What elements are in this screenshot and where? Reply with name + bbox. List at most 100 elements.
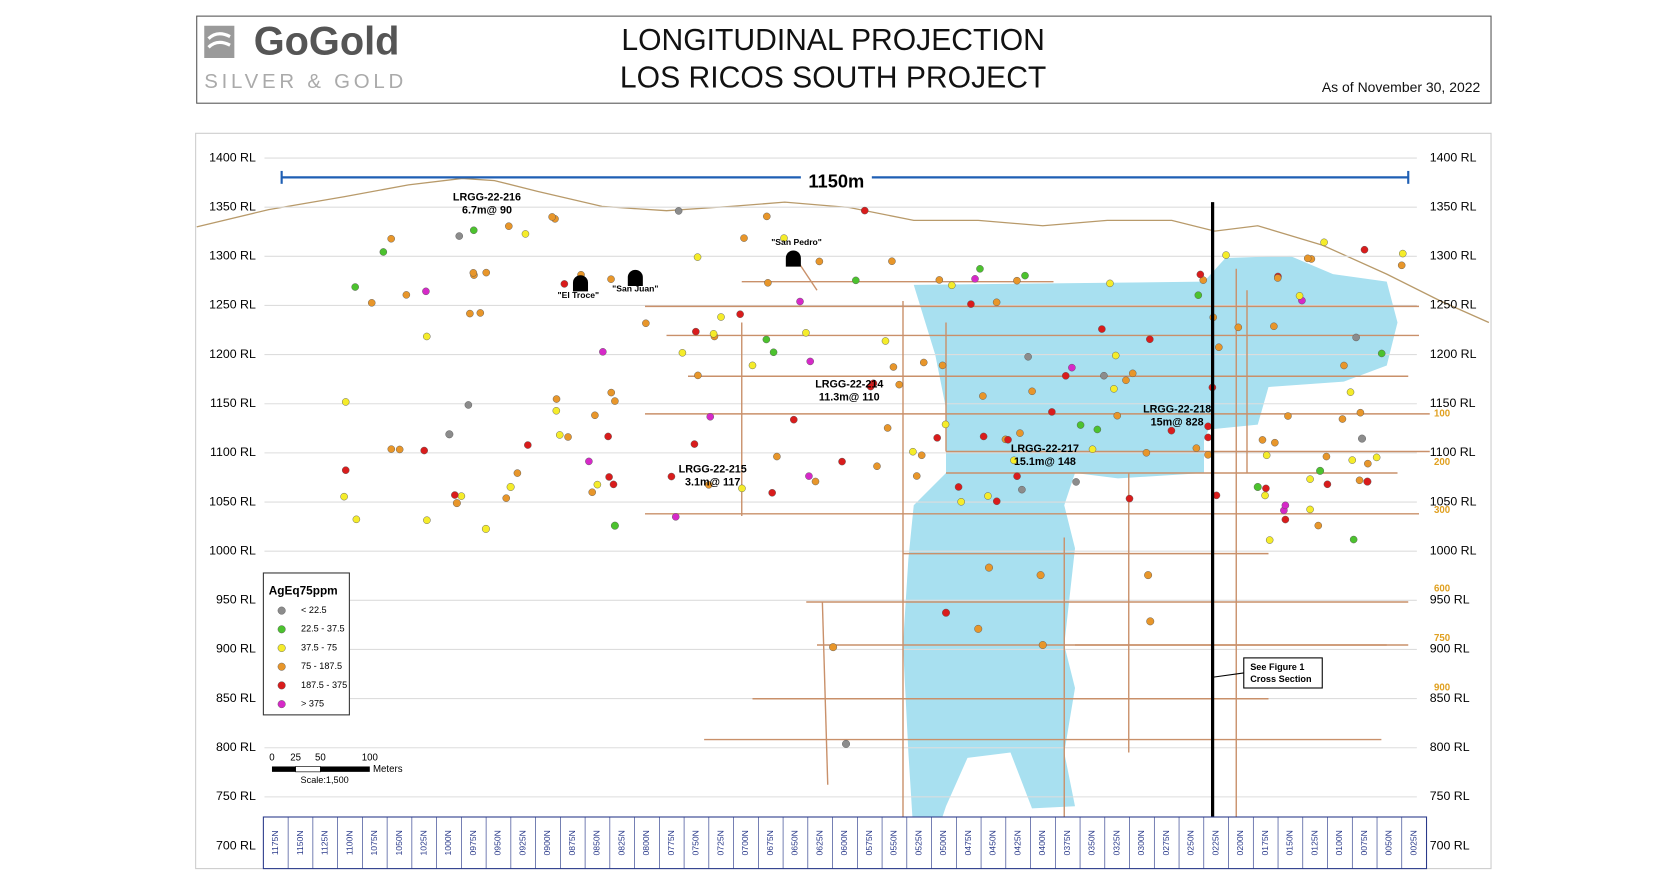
northing-label: 0125N [1309,830,1319,855]
scale-tick-label: 100 [362,752,378,763]
drill-hole [610,521,619,530]
drill-hole [1192,444,1201,452]
northing-label: 0025N [1408,830,1418,855]
drill-hole [979,432,988,441]
drill-hole [912,472,921,480]
drill-hole [341,466,350,474]
drill-hole [829,643,838,652]
drill-hole [1128,369,1137,378]
rl-label-left: 1000 RL [209,543,256,557]
rl-label-right: 1400 RL [1430,150,1477,164]
ore-zone [903,255,1398,839]
drill-hole [451,491,459,499]
drill-hole [842,739,851,748]
drill-hole [1303,254,1312,263]
drill-hole [642,319,650,328]
logo-tagline: SILVER & GOLD [204,71,407,93]
drill-hole [457,492,466,500]
level-marker: 750 [1434,633,1450,644]
drill-hole [1098,325,1106,333]
rl-label-right: 950 RL [1430,593,1470,607]
portal [572,275,589,292]
drill-hole [674,207,683,215]
drill-hole [1295,292,1304,300]
drill-hole [780,234,788,242]
northing-label: 0575N [864,830,874,855]
northing-label: 0500N [938,830,948,855]
drill-hole [838,457,846,466]
drill-hole [1010,456,1018,465]
drill-hole [609,480,618,489]
drill-hole [1072,478,1080,486]
note-line: See Figure 1 [1250,662,1304,672]
drill-hole [1024,353,1032,361]
northing-label: 0200N [1235,830,1245,855]
level-marker: 100 [1434,408,1450,419]
drill-hole [919,358,928,367]
drill-hole [1270,322,1278,331]
drill-hole [1144,571,1153,580]
northing-label: 0075N [1359,830,1369,855]
rl-label-left: 1350 RL [209,199,256,213]
drill-hole [352,515,361,524]
drill-hole [524,441,532,449]
drill-hole [469,226,478,235]
legend-box [262,572,350,716]
drill-hole [762,335,771,344]
northing-label: 0550N [889,830,899,855]
logo-name: GoGold [254,20,400,64]
northing-label: 1000N [443,830,453,855]
northing-label: 0625N [814,830,824,855]
legend: AgEq75ppm < 22.5 22.5 - 37.5 37.5 - 75 75 -… [262,572,350,716]
drill-hole [387,234,395,243]
northing-label: 0875N [567,830,577,855]
drill-hole [852,276,860,285]
drill-hole [423,332,431,341]
hole-result: 15.1m@ 148 [1014,456,1076,468]
drill-hole [811,477,820,486]
drill-hole [367,299,376,307]
drill-hole [1346,388,1355,396]
northing-label: 0650N [790,830,800,855]
drill-hole [690,440,699,448]
scale-bar-black [320,766,370,772]
legend-label: 37.5 - 75 [301,642,337,652]
drill-hole [555,431,564,439]
drill-hole [1262,451,1271,460]
northing-label: 0375N [1062,830,1072,855]
date: As of November 30, 2022 [1322,79,1481,95]
logo-mark-lines [207,32,231,49]
legend-symbol [277,681,286,690]
drill-hole [815,257,824,266]
drill-hole [790,415,798,424]
drill-hole [464,401,473,409]
drill-hole [466,309,474,318]
drill-hole [1125,494,1134,503]
drill-hole [1013,276,1021,285]
drill-hole [709,330,718,338]
rl-label-left: 1150 RL [210,396,256,410]
drill-hole [445,430,454,439]
rl-label-right: 1350 RL [1430,199,1477,213]
drill-hole [948,281,956,290]
drill-hole [1377,349,1386,358]
northing-label: 0425N [1012,830,1022,855]
hole-id: LRGG-22-216 [453,192,521,204]
drill-hole [1271,438,1279,447]
rl-label-left: 1400 RL [209,150,256,164]
northing-label: 0950N [493,830,503,855]
drill-hole [588,488,596,497]
drill-hole [1196,270,1205,279]
northing-label: 1025N [419,830,429,855]
northing-label: 0825N [616,830,626,855]
drill-hole [967,300,975,308]
drill-hole [768,489,776,497]
northing-label: 0150N [1285,830,1295,855]
scale-unit: Meters [373,764,403,775]
rl-label-left: 950 RL [216,593,256,607]
drill-hole [1122,376,1130,384]
northing-label: 1125N [320,830,330,855]
portal [785,250,801,267]
drill-hole [1352,333,1360,342]
drill-hole [1281,501,1290,510]
